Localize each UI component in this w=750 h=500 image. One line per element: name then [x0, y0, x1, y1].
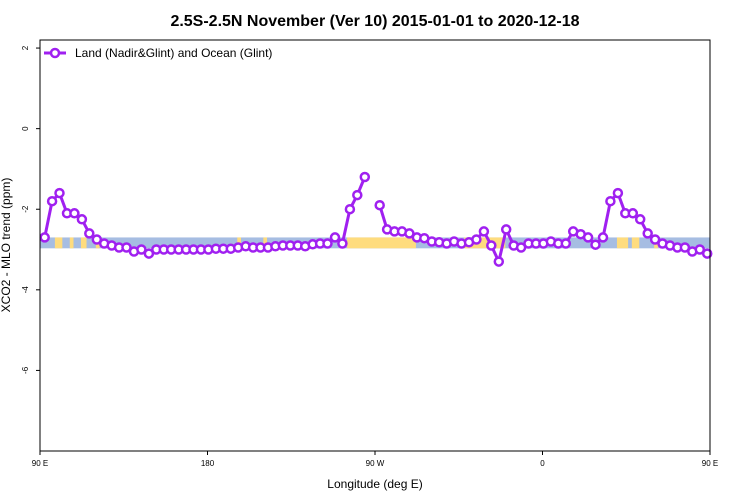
data-point [486, 240, 497, 251]
data-point [627, 208, 639, 219]
data-point [605, 195, 616, 207]
data-point [352, 189, 363, 201]
data-point [471, 234, 482, 245]
land-band-segment [69, 237, 74, 249]
y-tick-label: -4 [21, 286, 30, 294]
land-band-segment [54, 237, 63, 249]
x-axis-label: Longitude (deg E) [327, 477, 422, 491]
x-tick-label: 90 E [702, 459, 718, 468]
data-point [136, 244, 147, 255]
data-point [46, 195, 58, 207]
y-tick-label: 2 [21, 45, 30, 50]
data-point [590, 239, 601, 250]
x-tick-label: 180 [201, 459, 215, 468]
data-point [612, 187, 624, 199]
data-point [500, 224, 512, 235]
x-axis: 90 E 180 90 W 0 90 E [32, 451, 718, 468]
data-point [121, 242, 132, 253]
data-point [39, 232, 50, 243]
data-point [701, 248, 713, 259]
data-point [597, 232, 609, 243]
x-tick-label: 90 E [32, 459, 48, 468]
land-band-segment [263, 237, 268, 249]
data-point [54, 187, 65, 199]
plot-area [39, 39, 713, 452]
land-band-segment [616, 237, 629, 249]
data-point [359, 171, 371, 183]
land-band-segment [464, 237, 506, 249]
data-point [337, 238, 348, 249]
land-band-segment [347, 237, 416, 249]
data-point [84, 228, 95, 239]
data-point [404, 228, 415, 239]
data-point [374, 199, 385, 211]
data-point [322, 238, 333, 249]
y-axis: 2 0 -2 -4 -6 [21, 45, 40, 374]
land-band-segment [631, 237, 640, 249]
x-tick-label: 0 [540, 459, 545, 468]
legend: Land (Nadir&Glint) and Ocean (Glint) [44, 46, 272, 60]
surface-band [40, 237, 710, 249]
x-tick-label: 90 W [366, 459, 385, 468]
data-point [560, 238, 572, 249]
data-point [143, 248, 155, 259]
data-point [694, 244, 706, 255]
y-tick-label: 0 [21, 126, 30, 131]
data-point [344, 203, 356, 215]
series-line [378, 191, 708, 264]
y-tick-label: -2 [21, 205, 30, 213]
land-band-segment [80, 237, 87, 249]
data-point [493, 256, 505, 267]
data-point [69, 208, 80, 219]
chart-title: 2.5S-2.5N November (Ver 10) 2015-01-01 t… [170, 13, 579, 30]
legend-marker-swatch [49, 47, 61, 59]
data-series [39, 171, 713, 267]
y-axis-label: XCO2 - MLO trend (ppm) [0, 178, 13, 313]
data-point [329, 232, 341, 243]
y-tick-label: -6 [21, 366, 30, 374]
legend-label: Land (Nadir&Glint) and Ocean (Glint) [75, 46, 272, 60]
data-point [634, 214, 646, 225]
data-point [582, 232, 594, 243]
data-point [76, 214, 88, 225]
data-point [478, 226, 490, 237]
data-point [642, 228, 653, 239]
